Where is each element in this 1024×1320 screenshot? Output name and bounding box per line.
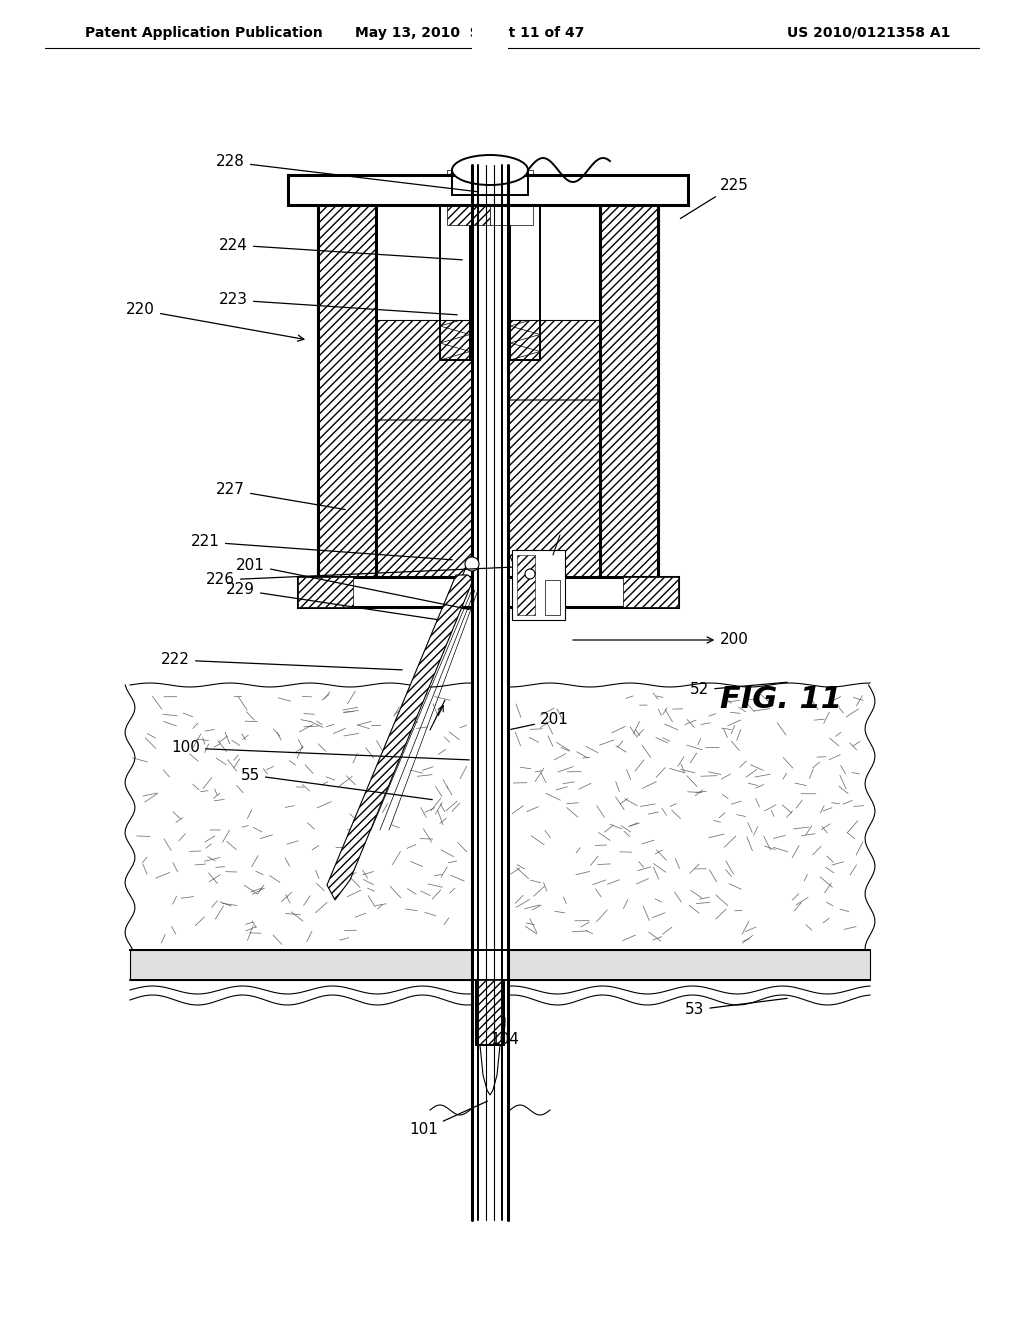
Text: 200: 200: [572, 632, 749, 648]
Text: 104: 104: [490, 1018, 519, 1048]
Text: 220: 220: [126, 302, 304, 341]
Text: 55: 55: [241, 767, 432, 800]
Bar: [517, 554, 535, 615]
Bar: [623, 577, 678, 607]
Bar: [545, 579, 560, 615]
Bar: [440, 190, 470, 360]
Polygon shape: [327, 576, 473, 900]
Circle shape: [525, 569, 535, 579]
Bar: [130, 950, 870, 979]
Text: 227: 227: [216, 483, 345, 510]
Text: 222: 222: [161, 652, 402, 669]
Text: 100: 100: [171, 741, 469, 760]
Bar: [318, 190, 658, 591]
Text: 101: 101: [410, 1101, 487, 1138]
Polygon shape: [500, 400, 600, 591]
Bar: [472, 20, 508, 1220]
Bar: [476, 979, 504, 1045]
Polygon shape: [500, 190, 600, 459]
Polygon shape: [480, 1045, 500, 1096]
Circle shape: [465, 557, 479, 572]
Text: 201: 201: [511, 713, 569, 730]
Bar: [447, 170, 490, 224]
Bar: [600, 190, 658, 591]
Text: 224: 224: [219, 238, 462, 260]
Text: 226: 226: [206, 568, 512, 587]
Text: 223: 223: [219, 293, 458, 314]
Text: US 2010/0121358 A1: US 2010/0121358 A1: [786, 26, 950, 40]
Text: 53: 53: [685, 998, 787, 1018]
Bar: [288, 176, 688, 205]
Polygon shape: [376, 420, 482, 591]
Bar: [298, 577, 678, 607]
Bar: [510, 190, 540, 360]
Text: 221: 221: [191, 535, 453, 560]
Polygon shape: [376, 190, 482, 459]
Text: 229: 229: [226, 582, 437, 619]
Bar: [298, 577, 353, 607]
Text: May 13, 2010  Sheet 11 of 47: May 13, 2010 Sheet 11 of 47: [355, 26, 585, 40]
Bar: [490, 170, 534, 224]
Bar: [318, 190, 376, 591]
Ellipse shape: [452, 154, 528, 185]
Text: Patent Application Publication: Patent Application Publication: [85, 26, 323, 40]
Text: 201: 201: [237, 557, 469, 610]
Text: 228: 228: [216, 154, 477, 191]
Text: 225: 225: [680, 177, 749, 219]
Bar: [512, 550, 565, 620]
Bar: [376, 190, 600, 319]
Text: 52: 52: [690, 682, 787, 697]
Text: FIG. 11: FIG. 11: [720, 685, 842, 714]
